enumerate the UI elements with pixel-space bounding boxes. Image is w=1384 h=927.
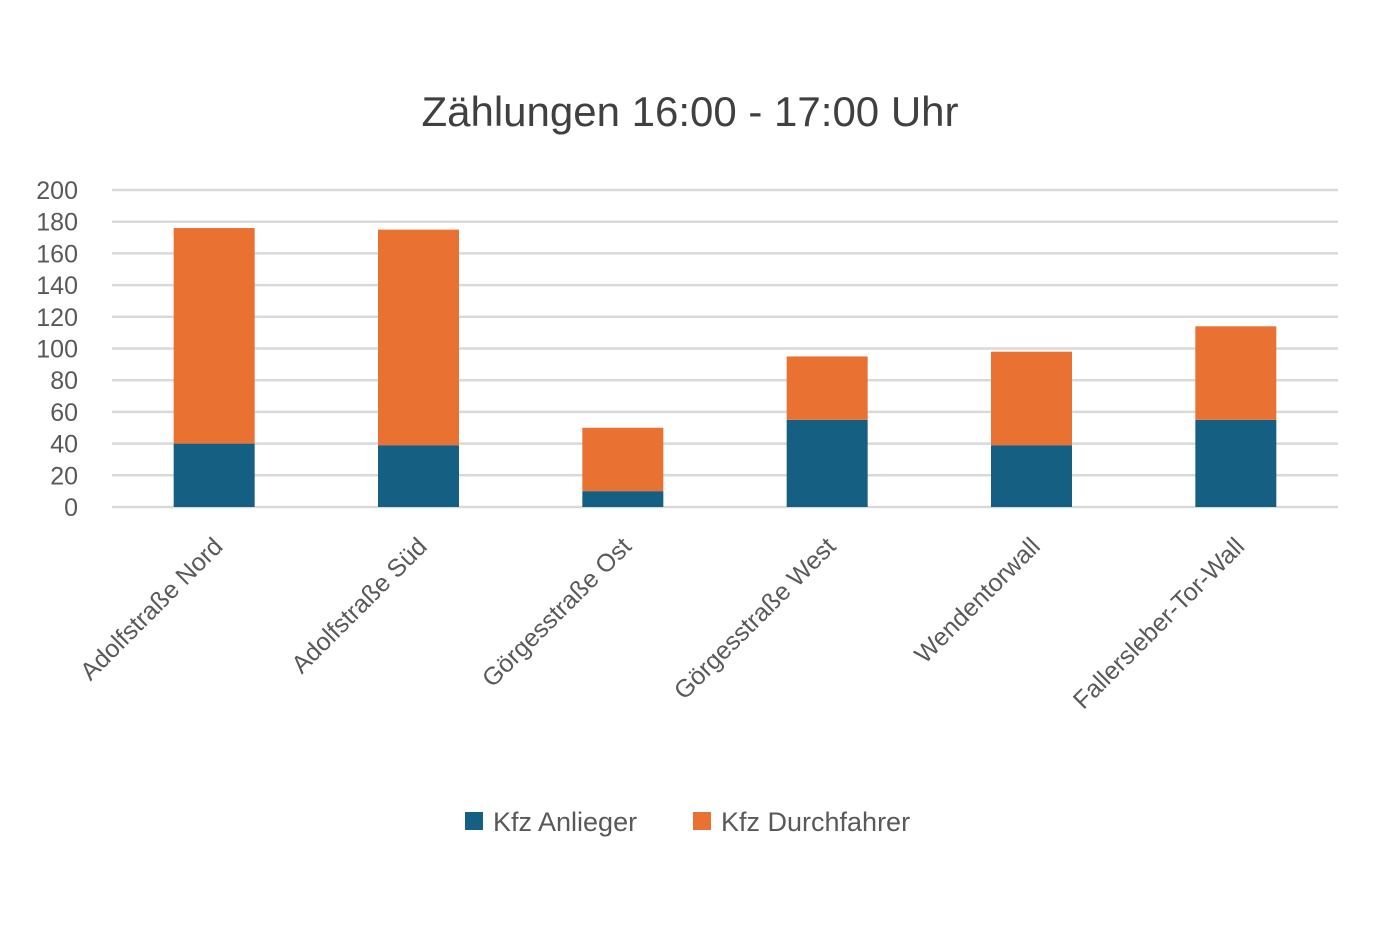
x-axis-labels: Adolfstraße Nord Adolfstraße Süd Görgesstr… <box>75 532 1250 714</box>
x-tick-label: Fallersleber-Tor-Wall <box>1068 532 1250 714</box>
bar-segment <box>173 228 255 444</box>
y-tick-label: 20 <box>50 462 78 490</box>
bar-segment <box>378 445 459 507</box>
legend-item: Kfz Durchfahrer <box>693 807 910 837</box>
y-tick-label: 100 <box>36 336 78 364</box>
bar-segment <box>582 491 664 507</box>
legend-label: Kfz Durchfahrer <box>721 807 910 837</box>
x-tick-label: Wendentorwall <box>909 532 1045 668</box>
legend-swatch <box>465 812 483 830</box>
y-tick-label: 40 <box>50 431 78 459</box>
y-axis-ticks: 0 20 40 60 80 100 120 140 160 180 200 <box>36 177 78 522</box>
bars <box>173 228 1277 507</box>
legend: Kfz Anlieger Kfz Durchfahrer <box>465 807 910 837</box>
y-tick-label: 120 <box>36 304 78 332</box>
bar-segment <box>991 445 1072 507</box>
legend-swatch <box>693 812 711 830</box>
x-tick-label: Görgesstraße Ost <box>477 532 637 692</box>
gridlines <box>112 188 1338 509</box>
bar-segment <box>582 427 664 492</box>
bar-segment <box>1195 326 1277 420</box>
x-tick-label: Adolfstraße Nord <box>75 532 228 685</box>
y-tick-label: 160 <box>36 240 78 268</box>
bar-segment <box>173 443 255 507</box>
legend-label: Kfz Anlieger <box>493 807 637 837</box>
bar-segment <box>378 229 459 446</box>
y-tick-label: 200 <box>36 177 78 205</box>
y-tick-label: 180 <box>36 209 78 237</box>
bar-segment <box>786 419 868 507</box>
y-tick-label: 140 <box>36 272 78 300</box>
bar-segment <box>1195 419 1277 507</box>
y-tick-label: 60 <box>50 399 78 427</box>
y-tick-label: 80 <box>50 367 78 395</box>
x-tick-label: Adolfstraße Süd <box>286 532 433 679</box>
x-tick-label: Görgesstraße West <box>669 532 842 705</box>
y-tick-label: 0 <box>64 494 78 522</box>
chart-title: Zählungen 16:00 - 17:00 Uhr <box>421 88 958 135</box>
bar-segment <box>786 356 868 420</box>
bar-segment <box>991 351 1072 446</box>
legend-item: Kfz Anlieger <box>465 807 637 837</box>
